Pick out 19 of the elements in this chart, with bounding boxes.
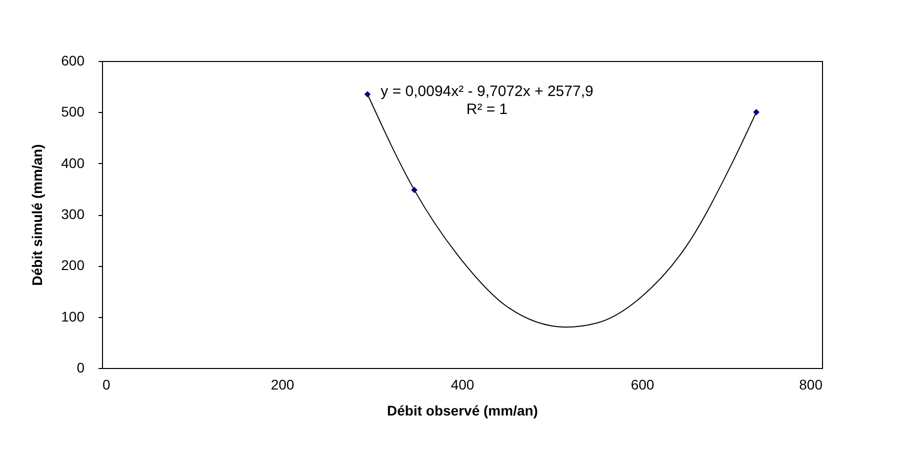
annotation: y = 0,0094x² - 9,7072x + 2577,9: [380, 83, 594, 100]
point: [364, 91, 371, 98]
x-axis-title: Débit observé (mm/an): [387, 402, 538, 418]
y-tick-label: 200: [61, 257, 85, 274]
annotation: R² = 1: [466, 101, 508, 118]
y-axis-title: Débit simulé (mm/an): [29, 144, 46, 286]
y-tick-label: 500: [61, 104, 85, 120]
point: [753, 109, 760, 116]
x-tick-label: 400: [450, 376, 474, 392]
point: [411, 186, 418, 194]
y-tick-label: 400: [61, 154, 85, 171]
x-tick-label: 0: [102, 376, 110, 392]
x-tick-label: 800: [799, 376, 823, 392]
y-tick-label: 600: [61, 52, 85, 68]
x-tick-label: 600: [630, 376, 654, 392]
y-tick-label: 300: [61, 206, 85, 222]
x-tick-label: 200: [270, 376, 294, 392]
y-tick-label: 0: [76, 360, 85, 376]
y-tick-label: 100: [61, 308, 85, 324]
